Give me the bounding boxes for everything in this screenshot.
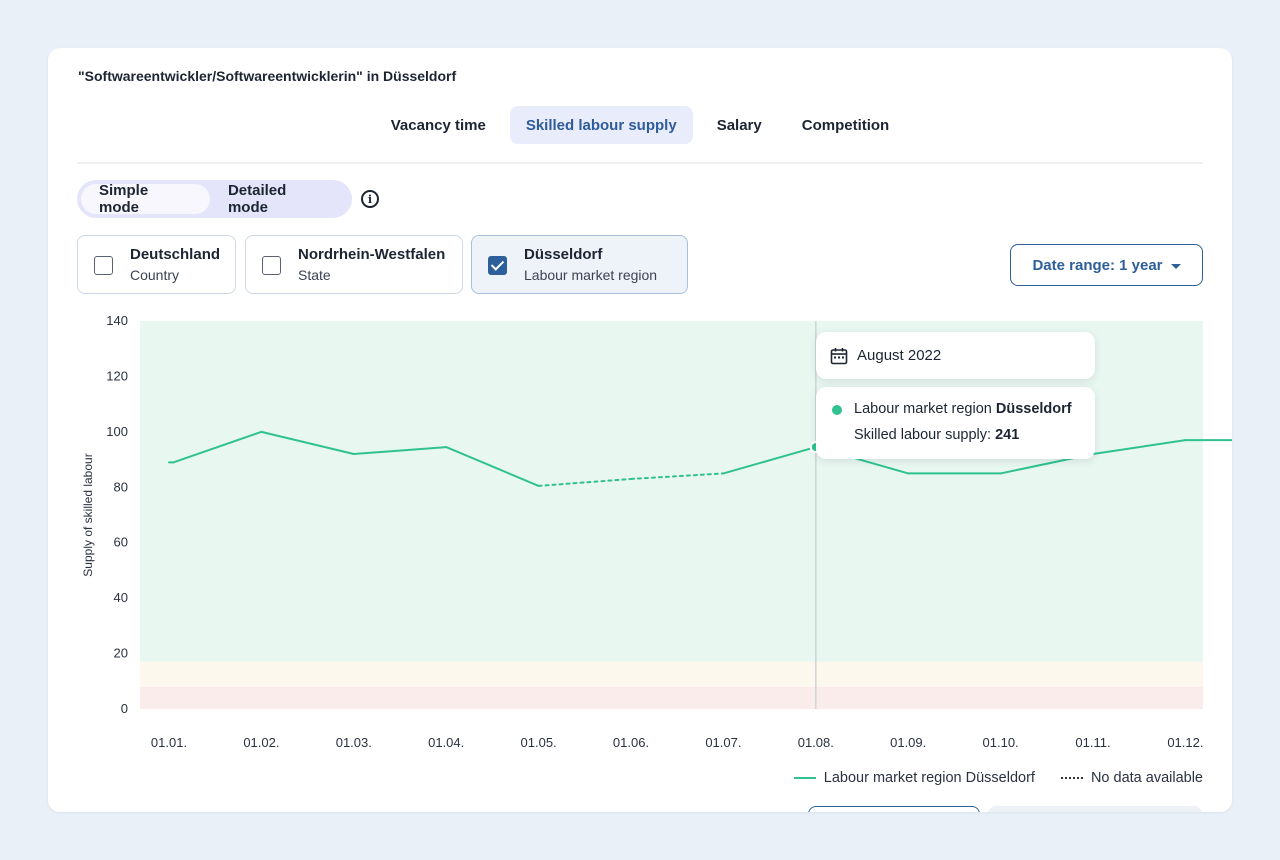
calendar-icon	[830, 347, 848, 364]
chart-band-2	[140, 686, 1203, 709]
series-segment	[352, 446, 448, 456]
tooltip-region: Labour market region Düsseldorf	[854, 401, 1072, 417]
y-tick-label: 100	[106, 424, 128, 439]
x-tick-label: 01.04.	[428, 735, 464, 750]
simple-mode-button[interactable]: Simple mode	[81, 182, 210, 216]
legend-item-series: Labour market region Düsseldorf	[823, 770, 1035, 786]
y-tick-label: 60	[114, 535, 128, 550]
x-tick-label: 01.10.	[983, 735, 1019, 750]
region-name: Deutschland	[130, 246, 221, 263]
tab-divider	[77, 162, 1203, 164]
series-dot	[832, 405, 842, 415]
detailed-mode-button[interactable]: Detailed mode	[227, 182, 287, 216]
y-tick-label: 80	[114, 479, 128, 494]
region-type: Labour market region	[524, 267, 658, 283]
x-tick-label: 01.02.	[243, 735, 279, 750]
region-type: State	[298, 267, 331, 283]
checkbox-duesseldorf[interactable]	[488, 256, 507, 275]
partial-button-outline[interactable]	[808, 806, 980, 812]
region-card-deutschland[interactable]: Deutschland Country	[77, 235, 236, 294]
caret-down-icon	[1170, 263, 1181, 269]
tooltip-date: August 2022	[816, 332, 1095, 379]
tab-competition[interactable]: Competition	[801, 116, 890, 134]
page-title: "Softwareentwickler/Softwareentwicklerin…	[78, 68, 457, 84]
tab-bar: Vacancy time Skilled labour supply Salar…	[48, 106, 1232, 144]
y-tick-label: 140	[106, 313, 128, 328]
y-tick-label: 0	[121, 701, 128, 716]
info-icon[interactable]: i	[361, 190, 379, 208]
x-tick-label: 01.07.	[705, 735, 741, 750]
x-tick-label: 01.09.	[890, 735, 926, 750]
series-segment-no-data	[537, 477, 632, 487]
region-name: Nordrhein-Westfalen	[298, 246, 446, 263]
y-tick-label: 20	[114, 646, 128, 661]
tooltip-body: Labour market region Düsseldorf Skilled …	[816, 387, 1095, 459]
x-tick-label: 01.05.	[521, 735, 557, 750]
series-segment	[172, 430, 263, 464]
series-segment-no-data	[630, 472, 725, 480]
tooltip-date-label: August 2022	[857, 347, 942, 364]
analysis-card: "Softwareentwickler/Softwareentwicklerin…	[48, 48, 1232, 812]
x-tick-label: 01.08.	[798, 735, 834, 750]
legend-solid-swatch	[793, 777, 816, 779]
series-segment	[445, 446, 540, 487]
mode-toggle: Simple mode Detailed mode	[77, 180, 352, 218]
region-card-duesseldorf[interactable]: Düsseldorf Labour market region	[471, 235, 688, 294]
x-tick-label: 01.12.	[1167, 735, 1203, 750]
y-tick-label: 40	[114, 590, 128, 605]
checkbox-nrw[interactable]	[262, 256, 281, 275]
series-segment	[1092, 439, 1187, 456]
chart-legend: Labour market region Düsseldorf No data …	[793, 770, 1203, 786]
y-tick-label: 120	[106, 368, 128, 383]
tab-vacancy-time[interactable]: Vacancy time	[390, 116, 486, 134]
date-range-button[interactable]: Date range: 1 year	[1010, 244, 1203, 286]
x-tick-label: 01.06.	[613, 735, 649, 750]
tab-skilled-labour-supply[interactable]: Skilled labour supply	[509, 106, 693, 144]
legend-item-no-data: No data available	[1090, 770, 1203, 786]
series-segment	[260, 430, 355, 456]
date-range-label: Date range: 1 year	[1032, 256, 1163, 274]
x-tick-label: 01.03.	[336, 735, 372, 750]
region-type: Country	[130, 267, 180, 283]
tooltip-metric: Skilled labour supply: 241	[854, 427, 1020, 443]
legend-dotted-swatch	[1060, 777, 1083, 779]
y-axis-label: Supply of skilled labour	[81, 453, 95, 576]
x-tick-label: 01.11.	[1075, 735, 1110, 750]
partial-button-filled[interactable]	[988, 806, 1202, 812]
series-segment	[722, 446, 817, 475]
chart-band-1	[140, 661, 1203, 687]
tab-salary[interactable]: Salary	[716, 116, 762, 134]
x-tick-label: 01.01.	[151, 735, 187, 750]
checkbox-deutschland[interactable]	[94, 256, 113, 275]
region-name: Düsseldorf	[524, 246, 603, 263]
region-card-nrw[interactable]: Nordrhein-Westfalen State	[245, 235, 463, 294]
